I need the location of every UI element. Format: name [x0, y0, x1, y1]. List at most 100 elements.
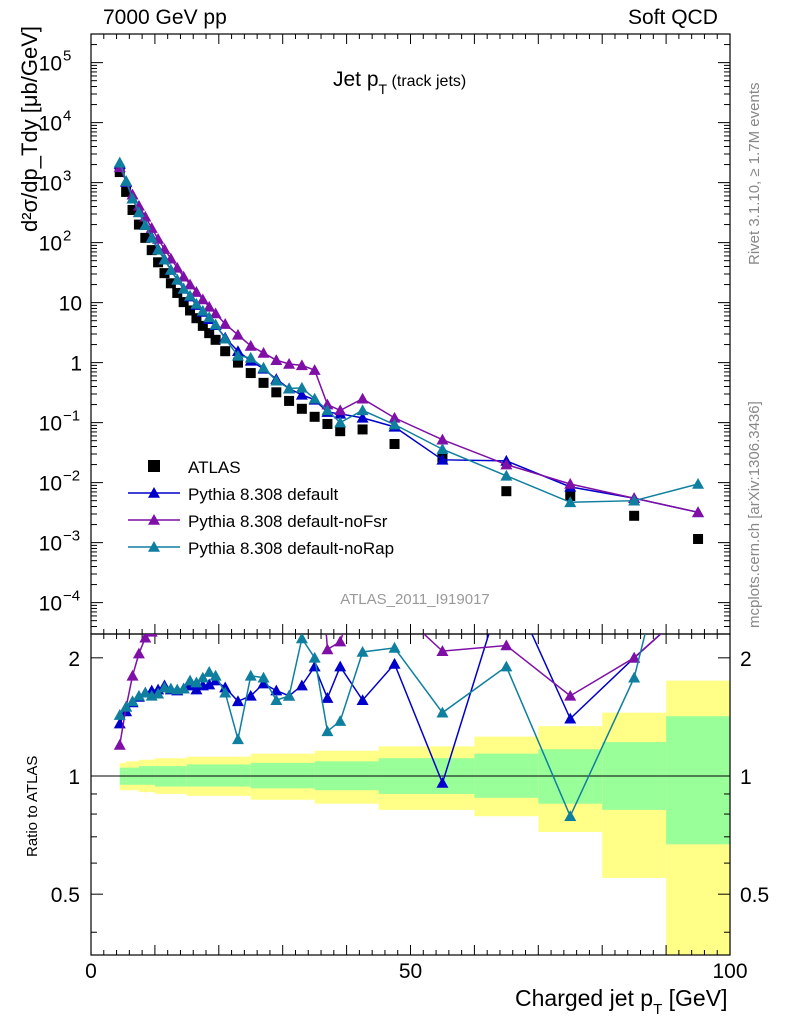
ratio-uncertainty-bands	[91, 680, 730, 955]
atlas-point	[629, 510, 640, 521]
series-point	[152, 243, 165, 255]
atlas-point	[133, 219, 144, 230]
main-y-tick-label-4: 1	[70, 353, 82, 376]
ratio-point	[564, 712, 577, 724]
ratio-point	[178, 604, 190, 615]
ratio-point	[145, 634, 158, 637]
ratio-point	[139, 686, 152, 698]
series-point	[203, 311, 216, 323]
atlas-point	[322, 418, 333, 429]
series-point	[295, 359, 308, 371]
legend: ATLAS Pythia 8.308 default Pythia 8.308 de…	[128, 458, 394, 558]
series-point	[308, 364, 321, 375]
ratio-point	[203, 598, 215, 609]
series-point	[692, 506, 705, 518]
ratio-point	[500, 639, 513, 651]
ratio-point	[500, 660, 513, 672]
series-point	[196, 304, 209, 316]
atlas-point	[245, 368, 256, 379]
atlas-point	[127, 204, 138, 215]
x-axis-label: Charged jet pT [GeV]	[515, 985, 727, 1018]
legend-marker-pythia-8-308-default	[148, 487, 160, 498]
main-y-tick-label-5: 10	[59, 293, 82, 316]
legend-label-atlas: ATLAS	[188, 458, 241, 477]
atlas-point	[185, 305, 196, 316]
ratio-point	[231, 733, 244, 745]
atlas-point	[191, 313, 202, 324]
series-point	[692, 477, 705, 489]
series-point	[139, 219, 152, 230]
series-point	[219, 318, 232, 329]
series-point	[244, 351, 257, 363]
atlas-point	[693, 533, 704, 544]
series-point	[295, 388, 308, 400]
atlas-point	[172, 287, 183, 298]
ratio-point	[257, 671, 270, 683]
ratio-panel-frame	[90, 633, 731, 956]
atlas-point	[146, 245, 157, 256]
series-pythia-8-308-default-norap	[113, 156, 705, 508]
main-panel-frame	[90, 33, 731, 635]
series-point	[334, 416, 347, 428]
atlas-point	[501, 486, 512, 497]
ratio-point	[628, 671, 641, 683]
rivet-version-label: Rivet 3.1.10, ≥ 1.7M events	[746, 82, 763, 266]
series-point	[184, 289, 197, 301]
series-point	[257, 361, 270, 373]
ratio-point	[436, 706, 449, 718]
ratio-point	[113, 709, 126, 720]
ratio-point	[356, 645, 369, 657]
main-y-tick-exp-9: 5	[63, 48, 71, 65]
ratio-point	[334, 635, 347, 647]
atlas-point	[153, 257, 164, 268]
series-point	[231, 328, 244, 340]
ratio-point	[309, 465, 321, 476]
legend-marker-atlas	[148, 460, 160, 472]
header-right: Soft QCD	[628, 6, 718, 29]
series-point	[356, 404, 369, 416]
legend-marker-pythia-8-308-default-norap	[148, 541, 160, 552]
ratio-point	[308, 651, 321, 663]
main-y-tick-label-8: 10	[39, 113, 62, 136]
series-point	[203, 300, 216, 312]
atlas-point	[204, 328, 215, 339]
ratio-point	[126, 669, 139, 681]
atlas-point	[140, 232, 151, 243]
series-point	[321, 404, 334, 416]
ratio-point	[283, 689, 296, 701]
ratio-point	[500, 572, 512, 583]
atlas-point	[210, 334, 221, 345]
main-y-tick-exp-6: 2	[63, 228, 71, 245]
ratio-point	[209, 669, 222, 681]
ratio-point	[564, 810, 577, 821]
series-point	[436, 433, 449, 445]
ratio-point	[113, 738, 126, 750]
atlas-point	[357, 424, 368, 435]
atlas-point	[309, 411, 320, 422]
atlas-point	[271, 387, 282, 398]
series-point	[209, 307, 222, 319]
series-point	[196, 293, 209, 305]
series-point	[184, 278, 197, 290]
ratio-point	[231, 695, 244, 707]
ratio-point	[356, 694, 369, 705]
ratio-point	[190, 683, 203, 695]
atlas-point	[178, 297, 189, 308]
ratio-point	[628, 651, 641, 663]
atlas-point	[258, 377, 269, 388]
ratio-point	[219, 592, 231, 603]
main-panel-border	[90, 33, 731, 635]
series-point	[126, 192, 139, 204]
ratio-point	[177, 682, 190, 694]
ratio-point	[232, 588, 244, 599]
ratio-y-axis-label: Ratio to ATLAS	[24, 756, 41, 857]
ratio-point	[257, 677, 270, 689]
atlas-point	[165, 278, 176, 289]
series-point	[113, 156, 126, 168]
series-point	[257, 346, 270, 358]
ratio-point	[132, 647, 145, 659]
series-point	[283, 357, 296, 369]
series-point	[500, 458, 513, 470]
